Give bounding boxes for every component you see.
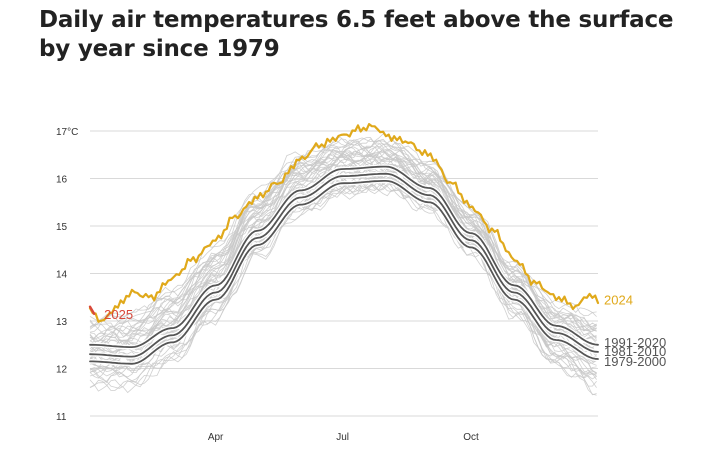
background-year-line (89, 177, 597, 396)
series-line-2024 (88, 123, 600, 323)
background-year-line (89, 150, 597, 342)
series-line-2025 (88, 305, 96, 316)
series-label-1981-2010: 1981-2010 (604, 344, 666, 359)
background-year-line (89, 146, 597, 343)
background-year-line (89, 139, 597, 340)
series-line-1981-2010 (89, 172, 599, 358)
series-label-1979-2000: 1979-2000 (604, 354, 666, 369)
x-tick-label: Apr (208, 432, 224, 443)
background-year-line (89, 181, 597, 396)
x-tick-label: Oct (463, 432, 479, 443)
chart-title: Daily air temperatures 6.5 feet above th… (39, 7, 674, 62)
series-line-halo (90, 164, 599, 350)
y-tick-label: 14 (56, 270, 68, 281)
background-year-line (89, 184, 597, 391)
y-tick-label: 11 (56, 412, 67, 423)
x-axis: Apr Jul Oct (208, 432, 479, 443)
y-tick-label: 17°C (56, 127, 78, 138)
series-lines (88, 123, 600, 367)
series-label-2024: 2024 (604, 293, 633, 308)
y-tick-label: 13 (56, 317, 68, 328)
background-year-line (89, 176, 597, 380)
background-year-line (89, 146, 597, 333)
y-tick-label: 16 (56, 175, 68, 186)
background-year-line (89, 159, 597, 351)
y-tick-label: 12 (56, 365, 68, 376)
series-line-1979-2000 (89, 180, 599, 365)
series-line-1991-2020 (89, 165, 599, 348)
x-tick-label: Jul (336, 432, 349, 443)
series-label-1991-2020: 1991-2020 (604, 335, 666, 350)
y-tick-label: 15 (56, 222, 68, 233)
background-year-line (89, 140, 597, 326)
background-year-line (89, 170, 597, 379)
grid-lines (90, 130, 598, 417)
background-year-line (89, 179, 597, 377)
y-axis: 17°C 16 15 14 13 12 11 (56, 127, 78, 423)
series-label-2025: 2025 (104, 307, 133, 322)
background-year-line (89, 138, 597, 328)
background-year-line (89, 150, 597, 341)
background-year-line (89, 136, 597, 335)
